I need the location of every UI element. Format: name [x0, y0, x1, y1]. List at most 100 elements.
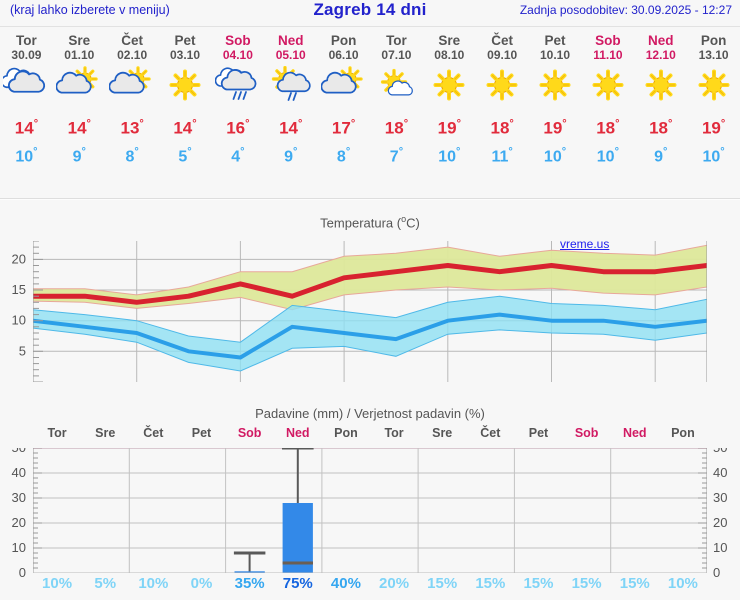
precip-day-label: Sre — [432, 426, 453, 440]
precip-day-label: Pon — [671, 426, 695, 440]
precip-day-label: Sre — [95, 426, 116, 440]
y-tick-label: 10 — [12, 540, 26, 555]
precip-day-label: Pet — [191, 426, 212, 440]
temp-min: 10° — [596, 145, 619, 165]
precip-day-label: Ned — [622, 426, 647, 440]
y-tick-label: 15 — [12, 282, 26, 297]
precip-probability: 20% — [379, 575, 410, 592]
day-column[interactable]: Tor 30.09 14° 10° — [0, 28, 53, 188]
precip-y-axis-left: 0 10 20 30 40 50 — [12, 448, 26, 580]
day-name: Čet — [491, 33, 514, 48]
day-column[interactable]: Sob 11.10 18° 10° — [581, 28, 634, 188]
day-date: 11.10 — [593, 48, 623, 62]
precip-day-label: Sob — [574, 426, 599, 440]
precip-day-label: Ned — [285, 426, 310, 440]
precip-probability: 75% — [282, 575, 313, 592]
temperature-y-axis: 5 10 15 20 — [12, 251, 26, 358]
day-column[interactable]: Čet 02.10 13° 8° — [106, 28, 159, 188]
temp-min: 10° — [438, 145, 461, 165]
day-column[interactable]: Ned 05.10 14° 9° — [264, 28, 317, 188]
precipitation-chart-title: Padavine (mm) / Verjetnost padavin (%) — [255, 406, 485, 421]
y-tick-label: 20 — [12, 515, 26, 530]
sunny-icon — [532, 66, 578, 106]
day-name: Pet — [174, 33, 196, 48]
day-name: Sob — [225, 33, 251, 48]
rain-icon — [214, 66, 261, 106]
temp-min: 9° — [654, 145, 668, 165]
precip-probability: 35% — [234, 575, 265, 592]
precip-day-label: Tor — [384, 426, 404, 440]
precipitation-probability-row: 10% 5% 10% 0% 35% 75% 40% 20% 15% 15% 15% 15% 15% 10% — [33, 575, 707, 595]
precip-day-label: Čet — [480, 426, 501, 440]
temp-min: 5° — [178, 145, 192, 165]
day-date: 02.10 — [117, 48, 148, 62]
day-column[interactable]: Tor 07.10 18° 7° — [370, 28, 423, 188]
precip-probability: 10% — [42, 575, 73, 592]
day-name: Ned — [277, 33, 304, 48]
temp-max: 18° — [596, 118, 620, 138]
precip-probability: 15% — [427, 575, 458, 592]
day-date: 10.10 — [540, 48, 571, 62]
page-title: Zagreb 14 dni — [313, 0, 427, 19]
day-date: 09.10 — [487, 48, 518, 62]
temp-min: 9° — [284, 145, 298, 165]
temperature-title-tail: C) — [406, 215, 420, 231]
temp-max: 14° — [67, 118, 91, 138]
day-column[interactable]: Ned 12.10 18° 9° — [634, 28, 687, 188]
y-tick-label: 30 — [12, 490, 26, 505]
day-column[interactable]: Sob 04.10 16° 4° — [211, 28, 264, 188]
day-column[interactable]: Pon 13.10 19° 10° — [687, 28, 740, 188]
day-name: Čet — [121, 33, 144, 48]
day-column[interactable]: Pon 06.10 17° 8° — [317, 28, 370, 188]
temp-min: 11° — [491, 145, 513, 165]
y-tick-label: 20 — [12, 251, 26, 266]
day-date: 12.10 — [645, 48, 676, 62]
day-name: Sob — [595, 33, 621, 48]
temp-max: 14° — [14, 118, 39, 138]
temp-max: 18° — [384, 118, 409, 138]
strip-divider-highlight — [0, 199, 740, 200]
day-column[interactable]: Sre 08.10 19° 10° — [423, 28, 476, 188]
temp-max: 13° — [120, 118, 144, 138]
precip-y-axis-right: 0 10 20 30 40 50 — [713, 448, 727, 580]
y-tick-label: 40 — [12, 465, 26, 480]
location-menu-note: (kraj lahko izberete v meniju) — [10, 3, 170, 17]
temp-min: 10° — [15, 145, 38, 165]
day-date: 03.10 — [169, 48, 201, 62]
y-tick-label: 10 — [12, 313, 26, 328]
sunny-icon — [585, 66, 631, 106]
day-column[interactable]: Pet 10.10 19° 10° — [529, 28, 582, 188]
day-name: Sre — [68, 33, 91, 48]
temperature-chart: Temperatura (oC) vreme.us 5 10 15 20 — [0, 200, 740, 396]
temp-min: 10° — [702, 145, 725, 165]
precipitation-day-labels: Tor Sre Čet Pet Sob Ned Pon Tor Sre Čet Pet Sob Ned P… — [33, 426, 707, 442]
temp-min: 7° — [389, 145, 404, 165]
watermark-link[interactable]: vreme.us — [560, 237, 610, 251]
precip-probability: 10% — [667, 575, 698, 592]
day-name: Ned — [647, 33, 674, 48]
y-tick-label: 0 — [713, 565, 720, 580]
daily-forecast-strip: Tor 30.09 14° 10° Sre 01.10 14° 9° Čet 02.10 13… — [0, 28, 740, 188]
precip-day-label: Tor — [47, 426, 67, 440]
sunny-icon — [479, 66, 525, 106]
day-name: Tor — [16, 33, 37, 48]
y-tick-label: 50 — [713, 448, 727, 455]
precip-day-label: Pon — [334, 426, 358, 440]
precipitation-plot — [33, 448, 707, 573]
day-date: 04.10 — [222, 48, 253, 62]
temp-max: 17° — [331, 118, 356, 138]
day-name: Tor — [386, 33, 407, 48]
precip-probability: 10% — [138, 575, 169, 592]
temp-min: 9° — [72, 145, 86, 165]
day-column[interactable]: Čet 09.10 18° 11° — [476, 28, 529, 188]
y-tick-label: 20 — [713, 515, 727, 530]
temp-min: 10° — [543, 145, 567, 165]
temp-max: 16° — [226, 118, 250, 138]
day-column[interactable]: Pet 03.10 14° 5° — [159, 28, 212, 188]
day-date: 06.10 — [328, 48, 359, 62]
degree-superscript: o — [401, 214, 407, 224]
sun-cloud-icon — [373, 66, 419, 106]
sunny-icon — [162, 66, 208, 106]
day-column[interactable]: Sre 01.10 14° 9° — [53, 28, 106, 188]
